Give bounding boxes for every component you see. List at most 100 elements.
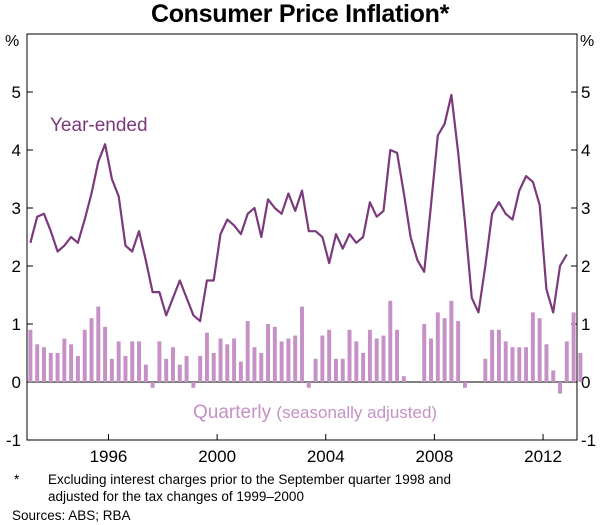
quarterly-bar xyxy=(313,358,318,382)
quarterly-bar xyxy=(28,329,33,382)
quarterly-bar xyxy=(191,382,196,388)
quarterly-bar xyxy=(429,338,433,382)
quarterly-bar xyxy=(510,347,515,382)
quarterly-bar xyxy=(306,382,311,388)
year-ended-line xyxy=(29,93,568,323)
quarterly-bar xyxy=(517,347,522,382)
quarterly-bar xyxy=(300,306,304,382)
footnote-line-2: adjusted for the tax changes of 1999–200… xyxy=(48,489,304,504)
quarterly-bar xyxy=(225,344,230,382)
quarterly-bar xyxy=(544,344,549,382)
quarterly-bar xyxy=(347,329,352,382)
quarterly-bar xyxy=(69,344,74,382)
quarterly-bar xyxy=(333,358,338,382)
quarterly-bar xyxy=(211,353,216,382)
y-tick-label-right: 0 xyxy=(581,373,590,392)
y-tick-label-left: 3 xyxy=(12,199,21,218)
plot-frame xyxy=(26,33,578,441)
quarterly-bar xyxy=(483,358,488,382)
chart-title: Consumer Price Inflation* xyxy=(150,0,450,28)
x-tick-label: 1996 xyxy=(90,447,128,466)
quarterly-bar xyxy=(524,347,529,382)
quarterly-bar xyxy=(171,347,175,382)
quarterly-bar xyxy=(367,329,372,382)
quarterly-bar xyxy=(395,329,400,382)
quarterly-bar xyxy=(374,338,379,382)
quarterly-bar xyxy=(266,324,271,382)
quarterly-bar xyxy=(327,329,332,382)
quarterly-bar xyxy=(462,382,467,388)
quarterly-bar xyxy=(361,353,366,382)
y-unit-left: % xyxy=(5,33,19,50)
quarterly-bar xyxy=(238,361,243,382)
y-tick-label-left: 4 xyxy=(12,141,21,160)
quarterly-bar xyxy=(103,326,108,382)
quarterly-bar xyxy=(109,358,114,382)
y-tick-label-right: 2 xyxy=(581,257,590,276)
quarterly-bar xyxy=(55,353,60,382)
footnote-marker: * xyxy=(14,472,20,487)
quarterly-bar xyxy=(496,329,501,382)
quarterly-bar xyxy=(537,318,542,382)
quarterly-bar xyxy=(137,341,142,382)
y-tick-label-left: 0 xyxy=(12,373,21,392)
y-tick-label-right: 3 xyxy=(581,199,590,218)
quarterly-bar xyxy=(184,355,189,382)
quarterly-bar xyxy=(198,355,203,382)
quarterly-bar xyxy=(204,332,209,382)
quarterly-bar xyxy=(157,341,162,382)
quarterly-bar xyxy=(401,376,406,382)
quarterly-bar xyxy=(150,382,155,388)
quarterly-bar xyxy=(245,321,250,382)
footnote-line-1: Excluding interest charges prior to the … xyxy=(48,472,451,487)
x-tick-label: 2008 xyxy=(415,447,453,466)
quarterly-bar xyxy=(551,370,556,382)
quarterly-bar xyxy=(422,324,427,382)
cpi-chart: -1 -1 0 0 1 1 2 2 3 3 4 4 5 5% % 1996 2000 2004 2008 2012 Ye… xyxy=(5,33,596,466)
quarterly-bar xyxy=(564,341,569,382)
y-tick-label-left: 5 xyxy=(12,83,21,102)
quarterly-bar xyxy=(143,364,148,382)
quarterly-bar xyxy=(42,347,46,382)
y-tick-label-right: 4 xyxy=(581,141,590,160)
quarterly-bar xyxy=(252,347,257,382)
quarterly-bar xyxy=(164,358,169,382)
year-ended-label: Year-ended xyxy=(50,115,148,136)
quarterly-bar xyxy=(490,329,495,382)
x-tick-label: 2004 xyxy=(307,447,345,466)
quarterly-bar xyxy=(435,312,440,382)
quarterly-bar xyxy=(75,355,80,382)
quarterly-bar xyxy=(96,306,101,382)
quarterly-label-main: Quarterly xyxy=(193,402,276,423)
quarterly-bar xyxy=(272,326,277,382)
y-tick-label-right: -1 xyxy=(581,431,596,450)
quarterly-bar xyxy=(354,341,359,382)
quarterly-bar xyxy=(449,300,454,382)
quarterly-bar xyxy=(35,344,40,382)
sources: Sources: ABS; RBA xyxy=(12,508,131,523)
quarterly-bar xyxy=(259,353,264,382)
quarterly-bar xyxy=(232,338,237,382)
quarterly-bar xyxy=(456,321,461,382)
quarterly-bar xyxy=(130,341,135,382)
quarterly-bar xyxy=(558,382,562,394)
quarterly-label: Quarterly (seasonally adjusted) xyxy=(193,402,437,423)
quarterly-bar xyxy=(116,341,121,382)
quarterly-bar xyxy=(62,338,67,382)
x-tick-label: 2000 xyxy=(198,447,236,466)
quarterly-bar xyxy=(123,355,128,382)
quarterly-bar xyxy=(578,353,583,382)
quarterly-bar xyxy=(388,300,393,382)
quarterly-bar xyxy=(320,335,325,382)
quarterly-bar xyxy=(503,341,508,382)
quarterly-bar xyxy=(571,312,576,382)
quarterly-bar xyxy=(177,364,182,382)
quarterly-bar xyxy=(286,338,291,382)
quarterly-bar xyxy=(381,335,386,382)
y-tick-label-left: -1 xyxy=(6,431,21,450)
quarterly-bar xyxy=(82,329,87,382)
y-tick-label-left: 1 xyxy=(12,315,21,334)
quarterly-bar xyxy=(340,358,345,382)
quarterly-label-note: (seasonally adjusted) xyxy=(276,403,437,422)
quarterly-bar xyxy=(293,335,298,382)
